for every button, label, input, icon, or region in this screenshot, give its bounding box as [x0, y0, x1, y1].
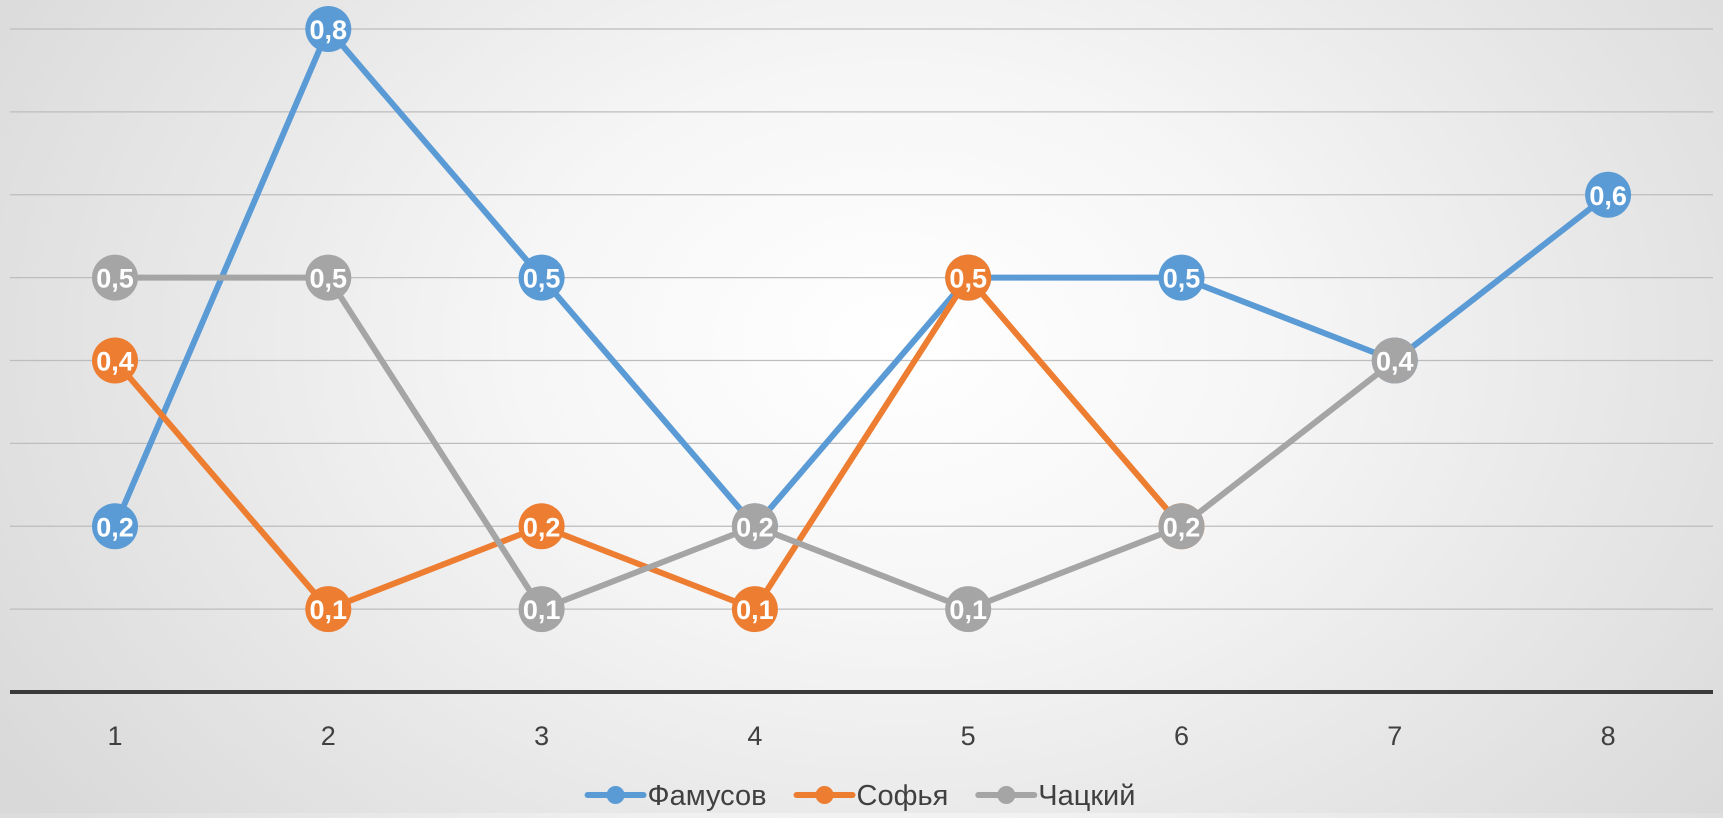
data-point — [305, 6, 352, 52]
data-label: 0,4 — [96, 347, 134, 377]
data-point — [1158, 254, 1205, 301]
data-label: 0,1 — [310, 595, 348, 625]
data-point — [1585, 171, 1632, 218]
legend-item: Чацкий — [975, 780, 1135, 812]
data-point — [305, 254, 352, 301]
data-point — [1371, 337, 1418, 384]
data-label: 0,5 — [96, 264, 134, 294]
x-axis: 1 2 3 4 5 6 7 8 — [10, 690, 1713, 751]
data-label: 0,2 — [736, 512, 774, 542]
legend-item: Софья — [793, 780, 949, 812]
data-label: 0,2 — [96, 512, 134, 542]
data-label: 0,4 — [1376, 347, 1414, 377]
legend-label: Чацкий — [1038, 780, 1135, 812]
x-tick-label: 3 — [534, 721, 549, 751]
data-label: 0,8 — [310, 15, 348, 45]
legend-marker — [815, 786, 834, 804]
data-point — [518, 503, 565, 550]
legend-label: Софья — [857, 780, 949, 812]
data-label: 0,5 — [523, 264, 561, 294]
data-label: 0,6 — [1589, 181, 1627, 211]
data-label: 0,1 — [736, 595, 774, 625]
x-tick-label: 1 — [107, 721, 122, 751]
x-tick-label: 6 — [1174, 721, 1189, 751]
data-point — [92, 254, 138, 301]
data-point — [518, 254, 565, 301]
data-label: 0,2 — [523, 512, 561, 542]
x-tick-label: 4 — [747, 721, 762, 751]
series-line — [112, 26, 1612, 530]
series-3: 0,5 0,5 0,1 0,2 0,1 0,2 0,4 — [92, 254, 1418, 633]
x-tick-label: 5 — [961, 721, 976, 751]
data-point — [305, 586, 352, 633]
data-point — [945, 586, 992, 633]
legend: Фамусов Софья Чацкий — [584, 780, 1135, 812]
x-tick-label: 7 — [1387, 721, 1402, 751]
legend-marker — [606, 786, 625, 804]
x-tick-label: 2 — [321, 721, 336, 751]
data-label: 0,2 — [1163, 512, 1201, 542]
gridlines — [10, 28, 1713, 610]
data-point — [945, 254, 992, 301]
series-lines: 0,20,80,50,20,50,50,40,60,40,10,20,10,50… — [92, 6, 1632, 633]
data-point — [731, 586, 778, 633]
data-label: 0,5 — [949, 264, 987, 294]
data-point — [731, 503, 778, 550]
data-label: 0,1 — [523, 595, 561, 625]
data-label: 0,1 — [949, 595, 987, 625]
x-tick-label: 8 — [1601, 721, 1616, 751]
data-point — [92, 503, 138, 550]
data-label: 0,5 — [310, 264, 348, 294]
data-point — [92, 337, 138, 384]
data-point — [1158, 503, 1205, 550]
data-label: 0,5 — [1163, 264, 1201, 294]
legend-item: Фамусов — [584, 780, 767, 812]
legend-label: Фамусов — [648, 780, 767, 812]
data-point — [518, 586, 565, 633]
legend-marker — [997, 786, 1016, 804]
